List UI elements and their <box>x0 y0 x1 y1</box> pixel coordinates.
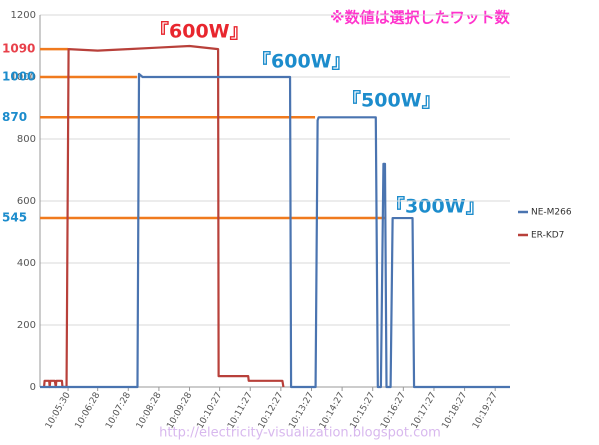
reference-label: 545 <box>2 211 27 225</box>
note: ※数値は選択したワット数 <box>330 9 511 27</box>
reference-label: 1090 <box>2 42 35 56</box>
y-tick-label: 600 <box>17 196 36 207</box>
legend-label: NE-M266 <box>531 208 572 218</box>
annotation: 『600W』 <box>150 21 249 43</box>
annotation: 『500W』 <box>342 90 441 112</box>
series-line <box>40 72 510 389</box>
y-tick-label: 1000 <box>11 72 36 83</box>
y-tick-label: 200 <box>17 320 36 331</box>
y-tick-label: 1200 <box>11 10 36 21</box>
reference-label: 870 <box>2 110 27 124</box>
y-tick-label: 400 <box>17 258 36 269</box>
y-tick-label: 800 <box>17 134 36 145</box>
watermark: http://electricity-visualization.blogspo… <box>159 426 441 441</box>
reference-label: 1000 <box>2 70 35 84</box>
legend-label: ER-KD7 <box>531 231 564 241</box>
annotation: 『300W』 <box>386 196 485 218</box>
y-tick-label: 0 <box>30 382 36 393</box>
series-line <box>42 44 285 389</box>
annotation: 『600W』 <box>252 51 351 73</box>
